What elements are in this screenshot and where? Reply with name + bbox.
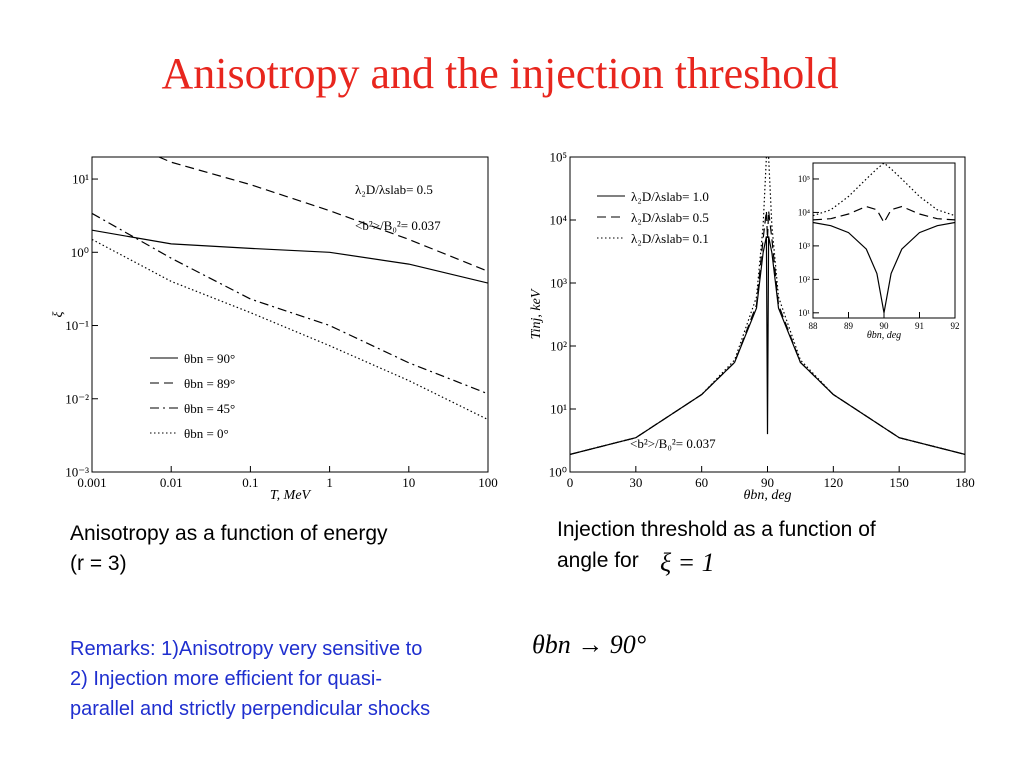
x-tick-label: 1 <box>326 475 333 490</box>
x-tick-label: 180 <box>955 475 975 490</box>
caption-math: ξ = 1 <box>660 548 715 577</box>
legend-label: θbn = 90° <box>184 351 235 366</box>
y-tick-label: 10¹ <box>72 172 89 187</box>
y-axis-label: ξ <box>51 312 66 318</box>
y-tick-label: 10¹ <box>550 402 567 417</box>
series-line <box>813 205 955 224</box>
x-axis-label: T, MeV <box>270 488 312 503</box>
y-tick-label: 10² <box>798 275 810 285</box>
annotation: λ₂D/λslab= 0.5 <box>355 182 433 197</box>
caption: Injection threshold as a function of <box>557 518 876 541</box>
legend-label: θbn = 45° <box>184 401 235 416</box>
y-tick-label: 10⁰ <box>549 465 567 480</box>
caption: (r = 3) <box>70 552 127 575</box>
annotation: <b²>/B₀²= 0.037 <box>630 436 716 451</box>
x-tick-label: 88 <box>809 321 819 331</box>
series-line <box>570 210 965 455</box>
annotation: <b²>/B₀²= 0.037 <box>355 218 441 233</box>
remark: parallel and strictly perpendicular shoc… <box>70 698 431 720</box>
x-tick-label: 30 <box>629 475 642 490</box>
remark-math: θbn → 90° <box>532 630 647 659</box>
y-tick-label: 10⁴ <box>549 213 567 228</box>
plot-area <box>812 162 956 319</box>
y-tick-label: 10³ <box>798 241 810 251</box>
remark: Remarks: 1)Anisotropy very sensitive to <box>70 638 423 660</box>
plot-area <box>91 156 489 473</box>
caption: angle for <box>557 549 639 572</box>
legend-label: λ₂D/λslab= 0.5 <box>631 210 709 225</box>
x-tick-label: 90 <box>880 321 890 331</box>
legend-label: λ₂D/λslab= 1.0 <box>631 189 709 204</box>
y-tick-label: 10⁴ <box>798 208 810 218</box>
x-tick-label: 120 <box>824 475 844 490</box>
y-tick-label: 10³ <box>550 276 567 291</box>
remark: 2) Injection more efficient for quasi- <box>70 668 383 690</box>
x-tick-label: 0.01 <box>160 475 183 490</box>
x-tick-label: 89 <box>844 321 854 331</box>
y-tick-label: 10⁻² <box>65 391 89 406</box>
y-tick-label: 10² <box>550 339 567 354</box>
x-tick-label: 0.1 <box>242 475 258 490</box>
y-tick-label: 10⁰ <box>71 245 89 260</box>
y-tick-label: 10⁵ <box>549 150 567 165</box>
x-tick-label: 10 <box>402 475 415 490</box>
y-tick-label: 10⁻³ <box>65 465 89 480</box>
y-tick-label: 10⁻¹ <box>65 318 89 333</box>
series-line <box>92 229 488 284</box>
slide-title: Anisotropy and the injection threshold <box>161 49 839 98</box>
x-tick-label: 60 <box>695 475 708 490</box>
x-axis-label: θbn, deg <box>743 488 791 503</box>
x-tick-label: 0.001 <box>77 475 106 490</box>
series-line <box>813 221 955 313</box>
x-tick-label: 0 <box>567 475 574 490</box>
x-axis-label: θbn, deg <box>867 330 901 341</box>
legend-label: λ₂D/λslab= 0.1 <box>631 231 709 246</box>
x-tick-label: 100 <box>478 475 498 490</box>
x-tick-label: 91 <box>915 321 924 331</box>
legend-label: θbn = 89° <box>184 376 235 391</box>
y-tick-label: 10¹ <box>798 308 810 318</box>
x-tick-label: 90 <box>761 475 774 490</box>
y-axis-label: Tinj, keV <box>529 288 544 339</box>
y-tick-label: 10⁵ <box>798 174 810 184</box>
legend-label: θbn = 0° <box>184 426 229 441</box>
x-tick-label: 92 <box>951 321 960 331</box>
series-line <box>92 212 488 395</box>
x-tick-label: 150 <box>889 475 909 490</box>
caption: Anisotropy as a function of energy <box>70 522 388 545</box>
